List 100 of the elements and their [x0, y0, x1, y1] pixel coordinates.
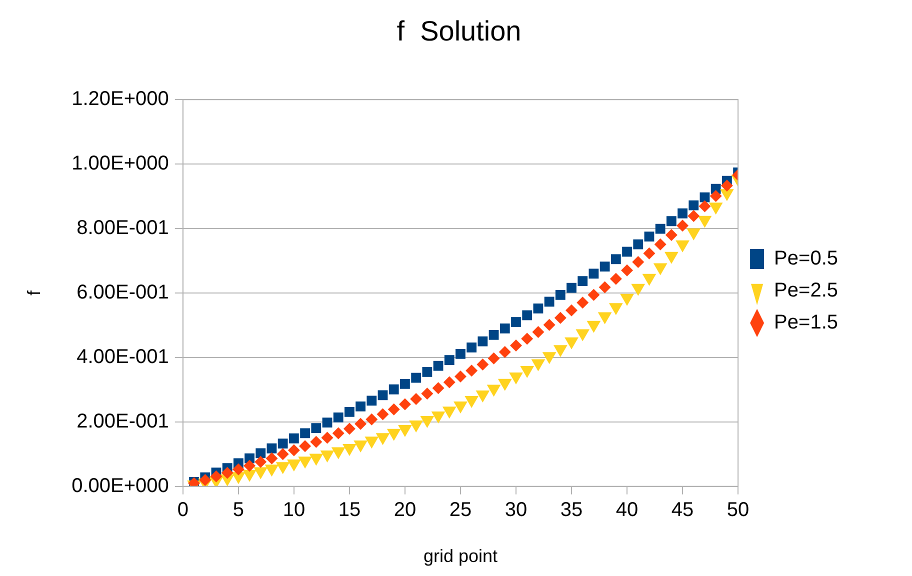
point	[688, 210, 700, 222]
point	[266, 452, 278, 464]
point	[655, 224, 666, 234]
point	[421, 388, 434, 400]
x-tick-label: 50	[726, 498, 750, 521]
point	[543, 318, 556, 331]
point	[588, 288, 600, 301]
point	[498, 346, 511, 358]
point	[366, 413, 378, 426]
point	[698, 200, 711, 212]
x-tick-label: 20	[394, 498, 416, 521]
point	[466, 364, 478, 377]
point	[476, 358, 489, 371]
point	[254, 456, 267, 468]
point	[678, 208, 688, 218]
point	[388, 403, 400, 416]
point	[288, 444, 300, 456]
point	[210, 470, 222, 482]
x-tick-label: 40	[616, 498, 638, 521]
point	[244, 460, 256, 472]
point	[278, 438, 288, 448]
point	[411, 372, 422, 383]
point	[633, 239, 644, 250]
point	[321, 432, 334, 444]
point	[621, 264, 634, 276]
y-axis-title: f	[24, 290, 44, 296]
point	[665, 228, 678, 241]
x-tick-label: 45	[671, 498, 694, 521]
point	[610, 254, 621, 264]
point	[433, 360, 444, 371]
point	[610, 272, 622, 285]
y-tick-label: 0.00E+000	[72, 474, 169, 497]
point	[366, 396, 377, 406]
point	[311, 423, 322, 434]
point	[644, 232, 654, 242]
y-tick-label: 4.00E-001	[76, 346, 169, 368]
point	[444, 355, 454, 365]
x-tick-label: 35	[560, 498, 583, 521]
point	[666, 216, 676, 226]
y-tick-label: 2.00E-001	[76, 410, 169, 432]
point	[300, 428, 310, 438]
x-tick-label: 0	[177, 498, 188, 521]
point	[532, 326, 544, 338]
point	[443, 376, 456, 388]
point	[578, 276, 588, 286]
point	[710, 190, 722, 202]
point	[622, 246, 632, 257]
x-tick-label: 30	[504, 498, 528, 521]
point	[398, 398, 411, 410]
point	[378, 390, 388, 400]
point	[266, 443, 277, 454]
x-axis-title: grid point	[423, 546, 498, 566]
point	[576, 296, 589, 309]
legend-label: Pe=2.5	[774, 280, 838, 302]
x-tick-label: 10	[282, 498, 306, 521]
point	[422, 367, 432, 377]
point	[199, 474, 212, 486]
point	[388, 384, 399, 394]
point	[600, 262, 610, 272]
chart-title: f Solution	[396, 16, 522, 47]
y-tick-label: 8.00E-001	[76, 217, 169, 240]
point	[676, 220, 689, 232]
point	[510, 340, 522, 352]
point	[488, 330, 499, 340]
point	[632, 256, 644, 268]
point	[521, 332, 534, 345]
point	[566, 282, 576, 293]
point	[522, 310, 532, 320]
point	[344, 406, 354, 417]
point	[654, 238, 666, 250]
point	[432, 382, 444, 394]
x-tick-label: 5	[232, 498, 244, 521]
point	[356, 402, 366, 412]
y-tick-label: 1.00E+000	[72, 152, 169, 175]
point	[598, 281, 611, 294]
y-tick-label: 6.00E-001	[76, 282, 169, 304]
point	[466, 342, 477, 352]
point	[720, 180, 733, 192]
point	[588, 268, 599, 279]
point	[410, 393, 422, 406]
point	[221, 466, 234, 479]
point	[276, 448, 289, 460]
point	[500, 324, 510, 334]
point	[322, 418, 332, 428]
point	[376, 408, 389, 420]
point	[454, 370, 466, 382]
point	[700, 192, 710, 202]
point	[343, 422, 356, 435]
point	[566, 304, 578, 316]
point	[333, 412, 344, 422]
point	[232, 463, 244, 476]
point	[555, 290, 566, 300]
point	[400, 378, 410, 389]
point	[643, 247, 656, 260]
point	[288, 433, 299, 444]
point	[310, 436, 322, 448]
x-tick-label: 15	[338, 498, 361, 521]
legend-label: Pe=1.5	[774, 312, 838, 334]
point	[688, 200, 699, 210]
legend-label: Pe=0.5	[774, 248, 838, 270]
